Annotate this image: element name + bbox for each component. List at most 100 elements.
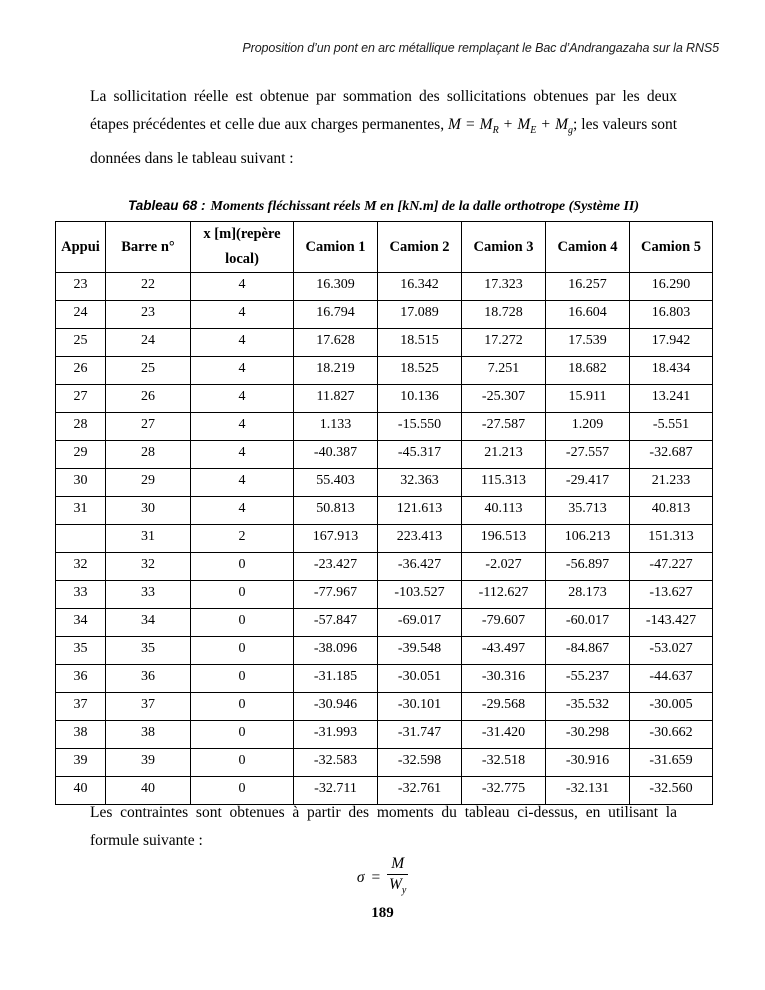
table-cell: 40.113 xyxy=(461,496,546,525)
table-cell: -32.131 xyxy=(545,776,630,805)
table-cell: 18.682 xyxy=(545,356,630,385)
stress-formula: σ = M Wy xyxy=(0,856,765,899)
table-cell: -13.627 xyxy=(629,580,713,609)
column-header: Appui xyxy=(55,221,106,273)
table-cell: 26 xyxy=(55,356,106,385)
table-cell: 35 xyxy=(55,636,106,665)
intro-text-after: ; les valeurs sont données dans le table… xyxy=(90,116,678,168)
table-cell: 4 xyxy=(190,496,294,525)
table-row: 40 40 0 -32.711 -32.761 -32.775 -32.131 -32.560 xyxy=(55,776,713,805)
table-cell: 31 xyxy=(105,524,191,553)
table-cell: 27 xyxy=(55,384,106,413)
table-cell: -29.568 xyxy=(461,692,546,721)
table-cell: 35.713 xyxy=(545,496,630,525)
table-cell: -30.662 xyxy=(629,720,713,749)
table-cell: 23 xyxy=(105,300,191,329)
column-header: Camion 1 xyxy=(293,221,378,273)
table-cell: -103.527 xyxy=(377,580,462,609)
moments-table: Appui Barre n° x [m](repère local) Camion 1… xyxy=(55,221,713,805)
table-cell: 39 xyxy=(55,748,106,777)
table-cell: 25 xyxy=(55,328,106,357)
column-header: Camion 5 xyxy=(629,221,713,273)
table-cell: 16.794 xyxy=(293,300,378,329)
table-cell: 28 xyxy=(55,412,106,441)
table-cell: -5.551 xyxy=(629,412,713,441)
table-cell: 37 xyxy=(105,692,191,721)
table-cell: 16.309 xyxy=(293,272,378,301)
table-row: 29 28 4 -40.387 -45.317 21.213 -27.557 -32.687 xyxy=(55,440,713,469)
table-cell: -25.307 xyxy=(461,384,546,413)
table-cell: 0 xyxy=(190,664,294,693)
table-cell: 32 xyxy=(105,552,191,581)
table-cell: -112.627 xyxy=(461,580,546,609)
table-body: 23 22 4 16.309 16.342 17.323 16.257 16.290 24 23 4… xyxy=(55,272,713,805)
table-cell: 4 xyxy=(190,356,294,385)
table-cell: -31.747 xyxy=(377,720,462,749)
table-cell: -44.637 xyxy=(629,664,713,693)
table-cell: 36 xyxy=(105,664,191,693)
table-cell: 0 xyxy=(190,608,294,637)
table-cell: 29 xyxy=(105,468,191,497)
math-fraction: M Wy xyxy=(387,856,409,899)
table-cell: 35 xyxy=(105,636,191,665)
table-cell: 0 xyxy=(190,580,294,609)
table-cell: 16.604 xyxy=(545,300,630,329)
table-row: 25 24 4 17.628 18.515 17.272 17.539 17.942 xyxy=(55,328,713,357)
table-cell: -32.598 xyxy=(377,748,462,777)
table-cell: 196.513 xyxy=(461,524,546,553)
table-row: 34 34 0 -57.847 -69.017 -79.607 -60.017 -143.42… xyxy=(55,608,713,637)
math-var: M xyxy=(448,116,461,133)
table-cell: 17.089 xyxy=(377,300,462,329)
table-cell: 11.827 xyxy=(293,384,378,413)
table-row: 38 38 0 -31.993 -31.747 -31.420 -30.298 -30.662 xyxy=(55,720,713,749)
table-cell: -15.550 xyxy=(377,412,462,441)
table-cell: -32.687 xyxy=(629,440,713,469)
table-cell: 28.173 xyxy=(545,580,630,609)
table-cell: 121.613 xyxy=(377,496,462,525)
table-row: 35 35 0 -38.096 -39.548 -43.497 -84.867 -53.027 xyxy=(55,636,713,665)
table-cell: -38.096 xyxy=(293,636,378,665)
table-cell: -31.185 xyxy=(293,664,378,693)
table-cell: -30.051 xyxy=(377,664,462,693)
table-cell: 40.813 xyxy=(629,496,713,525)
table-cell: 37 xyxy=(55,692,106,721)
table-cell: 17.323 xyxy=(461,272,546,301)
math-var: W xyxy=(389,876,402,893)
table-cell: 21.213 xyxy=(461,440,546,469)
table-cell: 22 xyxy=(105,272,191,301)
table-row: 33 33 0 -77.967 -103.527 -112.627 28.173 -13.62… xyxy=(55,580,713,609)
intro-paragraph: La sollicitation réelle est obtenue par … xyxy=(90,83,677,173)
table-cell: 29 xyxy=(55,440,106,469)
table-cell: 18.434 xyxy=(629,356,713,385)
table-row: 32 32 0 -23.427 -36.427 -2.027 -56.897 -47.227 xyxy=(55,552,713,581)
table-header-row: Appui Barre n° x [m](repère local) Camion 1… xyxy=(55,221,713,273)
column-header: Camion 4 xyxy=(545,221,630,273)
column-header: x [m](repère local) xyxy=(190,221,294,273)
table-cell: -32.560 xyxy=(629,776,713,805)
page-number: 189 xyxy=(371,905,394,921)
table-cell: 40 xyxy=(55,776,106,805)
table-cell: -30.101 xyxy=(377,692,462,721)
table-cell: 13.241 xyxy=(629,384,713,413)
table-cell: -60.017 xyxy=(545,608,630,637)
table-row: 36 36 0 -31.185 -30.051 -30.316 -55.237 -44.637 xyxy=(55,664,713,693)
table-cell: 2 xyxy=(190,524,294,553)
column-header: Camion 3 xyxy=(461,221,546,273)
table-cell: -31.420 xyxy=(461,720,546,749)
table-cell: 4 xyxy=(190,300,294,329)
table-cell: -36.427 xyxy=(377,552,462,581)
table-cell: 31 xyxy=(55,496,106,525)
column-header: Camion 2 xyxy=(377,221,462,273)
table-cell: 0 xyxy=(190,776,294,805)
table-cell: 1.209 xyxy=(545,412,630,441)
table-cell: -143.427 xyxy=(629,608,713,637)
table-cell: 16.257 xyxy=(545,272,630,301)
table-cell: -47.227 xyxy=(629,552,713,581)
table-cell: 27 xyxy=(105,412,191,441)
table-cell: 16.290 xyxy=(629,272,713,301)
table-cell: 38 xyxy=(105,720,191,749)
intro-text-before: La sollicitation réelle est obtenue par … xyxy=(90,88,677,133)
table-cell: 39 xyxy=(105,748,191,777)
table-row: 39 39 0 -32.583 -32.598 -32.518 -30.916 -31.659 xyxy=(55,748,713,777)
